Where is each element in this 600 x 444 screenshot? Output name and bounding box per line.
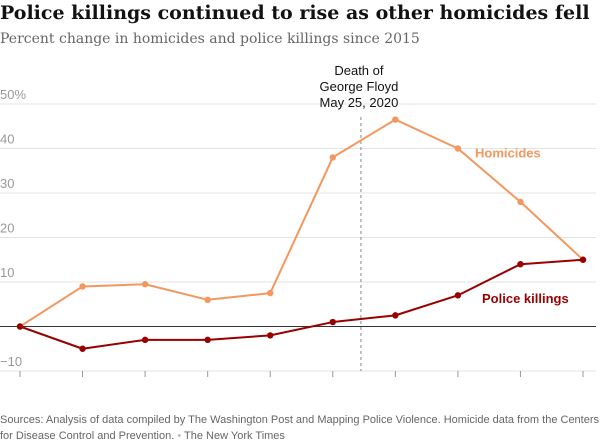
data-point (329, 154, 336, 161)
data-point (141, 281, 149, 288)
x-axis-ticks (19, 371, 584, 377)
series-label: Homicides (475, 146, 541, 161)
series-label: Police killings (482, 291, 569, 306)
gridlines: 50% 40 30 20 10 −10 (0, 87, 596, 372)
y-tick-label: 50% (0, 87, 26, 102)
data-point (204, 296, 211, 303)
data-point (141, 336, 149, 344)
series-line (19, 258, 584, 350)
data-point (517, 198, 524, 206)
y-tick-label: 20 (0, 221, 14, 236)
data-point (79, 283, 86, 290)
annotation-text: Death of (334, 63, 384, 78)
chart-title: Police killings continued to rise as oth… (0, 2, 590, 24)
data-point (454, 292, 462, 299)
data-point (267, 332, 274, 339)
data-point (579, 256, 587, 263)
annotation-text: George Floyd (320, 79, 399, 94)
source-text: Sources: Analysis of data compiled by Th… (0, 414, 600, 442)
series-line (19, 118, 584, 328)
y-tick-label: 40 (0, 132, 14, 147)
source-credit: The New York Times (184, 430, 285, 442)
data-point (204, 336, 211, 344)
y-tick-label: −10 (0, 354, 22, 369)
y-tick-label: 10 (0, 265, 14, 280)
separator-dot: • (177, 430, 182, 442)
data-point (267, 289, 274, 297)
data-point (517, 261, 524, 268)
y-tick-label: 30 (0, 176, 14, 191)
data-point (392, 116, 399, 123)
data-point (392, 312, 399, 319)
data-point (79, 345, 86, 352)
series-group: Homicides Police killings (16, 116, 587, 352)
data-point (454, 145, 462, 152)
chart-subtitle: Percent change in homicides and police k… (0, 31, 420, 47)
source-note: Sources: Analysis of data compiled by Th… (0, 412, 600, 444)
data-point (16, 323, 24, 330)
data-point (329, 318, 336, 326)
annotation-text: May 25, 2020 (320, 95, 399, 110)
